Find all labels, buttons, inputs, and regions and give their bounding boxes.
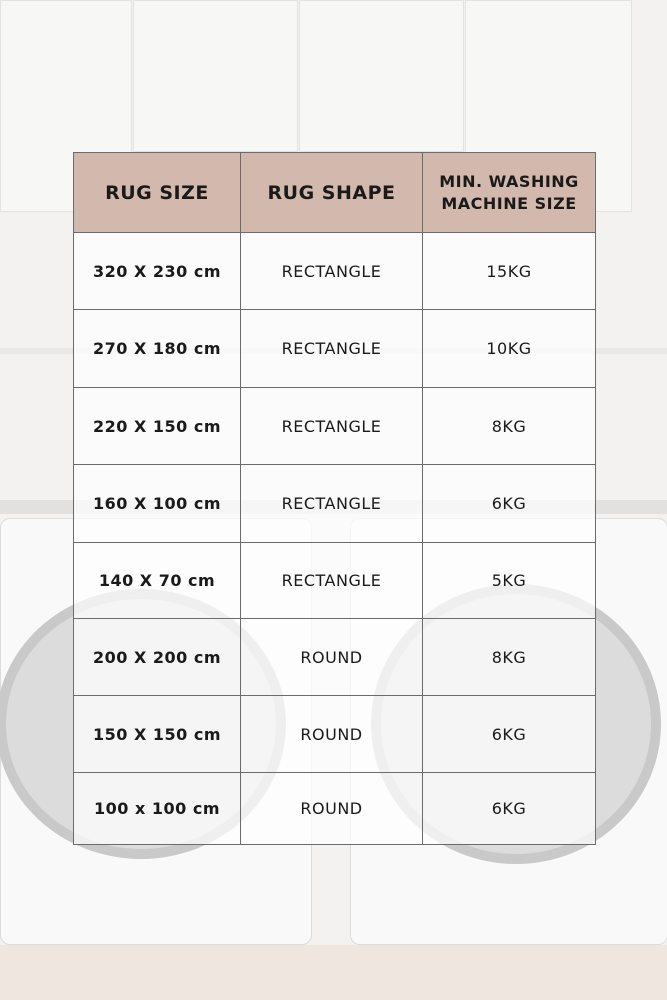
rug-shape-cell: ROUND: [240, 772, 423, 845]
machine-size-cell: 6KG: [422, 695, 596, 773]
rug-shape-cell: RECTANGLE: [240, 232, 423, 310]
cabinet: [133, 0, 298, 152]
header-line-2: MACHINE SIZE: [441, 193, 577, 213]
table-row: 220 X 150 cm RECTANGLE 8KG: [73, 387, 596, 465]
rug-shape-cell: ROUND: [240, 618, 423, 696]
rug-shape-cell: RECTANGLE: [240, 387, 423, 465]
header-rug-shape: RUG SHAPE: [240, 152, 423, 233]
rug-size-cell: 100 x 100 cm: [73, 772, 241, 845]
machine-size-cell: 6KG: [422, 464, 596, 543]
table-row: 200 X 200 cm ROUND 8KG: [73, 618, 596, 696]
rug-size-cell: 200 X 200 cm: [73, 618, 241, 696]
cabinet: [299, 0, 464, 152]
table-row: 270 X 180 cm RECTANGLE 10KG: [73, 309, 596, 388]
machine-size-cell: 10KG: [422, 309, 596, 388]
table-row: 150 X 150 cm ROUND 6KG: [73, 695, 596, 773]
rug-size-table: RUG SIZE RUG SHAPE MIN. WASHING MACHINE S…: [73, 152, 596, 845]
rug-shape-cell: RECTANGLE: [240, 464, 423, 543]
rug-size-cell: 270 X 180 cm: [73, 309, 241, 388]
rug-size-cell: 160 X 100 cm: [73, 464, 241, 543]
floor: [0, 945, 667, 1000]
machine-size-cell: 8KG: [422, 618, 596, 696]
table-row: 140 X 70 cm RECTANGLE 5KG: [73, 542, 596, 619]
table-row: 160 X 100 cm RECTANGLE 6KG: [73, 464, 596, 543]
header-row: RUG SIZE RUG SHAPE MIN. WASHING MACHINE S…: [73, 152, 596, 233]
header-machine-size: MIN. WASHING MACHINE SIZE: [422, 152, 596, 233]
machine-size-cell: 5KG: [422, 542, 596, 619]
rug-size-cell: 140 X 70 cm: [73, 542, 241, 619]
rug-shape-cell: ROUND: [240, 695, 423, 773]
machine-size-cell: 6KG: [422, 772, 596, 845]
header-line-1: MIN. WASHING: [439, 171, 579, 191]
rug-size-cell: 220 X 150 cm: [73, 387, 241, 465]
rug-shape-cell: RECTANGLE: [240, 309, 423, 388]
machine-size-cell: 8KG: [422, 387, 596, 465]
rug-shape-cell: RECTANGLE: [240, 542, 423, 619]
table-row: 320 X 230 cm RECTANGLE 15KG: [73, 232, 596, 310]
rug-size-cell: 320 X 230 cm: [73, 232, 241, 310]
header-rug-size: RUG SIZE: [73, 152, 241, 233]
machine-size-cell: 15KG: [422, 232, 596, 310]
rug-size-cell: 150 X 150 cm: [73, 695, 241, 773]
table-row: 100 x 100 cm ROUND 6KG: [73, 772, 596, 845]
